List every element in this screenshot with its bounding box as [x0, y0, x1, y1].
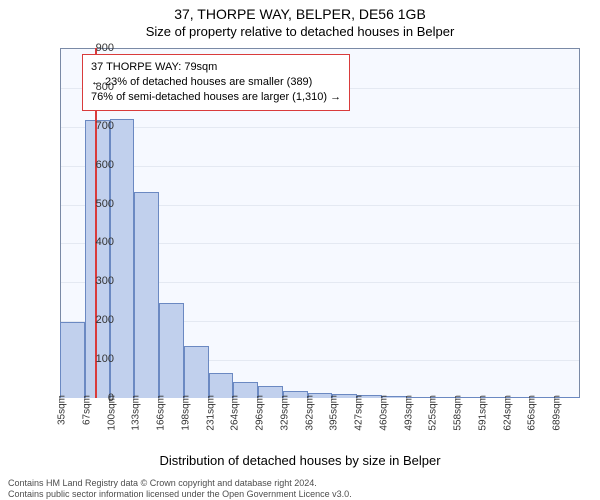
histogram-bar — [159, 303, 184, 398]
y-tick-label: 600 — [64, 159, 114, 171]
x-tick-label: 329sqm — [279, 395, 290, 431]
x-tick-label: 35sqm — [57, 395, 68, 425]
x-tick-label: 689sqm — [552, 395, 563, 431]
x-tick-label: 67sqm — [81, 395, 92, 425]
x-tick-label: 362sqm — [304, 395, 315, 431]
x-axis-label: Distribution of detached houses by size … — [0, 453, 600, 468]
y-tick-label: 700 — [64, 120, 114, 132]
y-tick-label: 500 — [64, 198, 114, 210]
annotation-box: 37 THORPE WAY: 79sqm← 23% of detached ho… — [82, 54, 350, 111]
annotation-line: 76% of semi-detached houses are larger (… — [91, 90, 341, 105]
x-tick-label: 264sqm — [230, 395, 241, 431]
x-tick-label: 198sqm — [180, 395, 191, 431]
x-tick-label: 395sqm — [329, 395, 340, 431]
x-tick-label: 100sqm — [106, 395, 117, 431]
x-tick-label: 656sqm — [527, 395, 538, 431]
y-tick-label: 400 — [64, 236, 114, 248]
histogram-bar — [184, 346, 209, 399]
x-tick-label: 493sqm — [403, 395, 414, 431]
x-tick-label: 525sqm — [428, 395, 439, 431]
x-tick-label: 460sqm — [378, 395, 389, 431]
x-tick-label: 231sqm — [205, 395, 216, 431]
y-tick-label: 200 — [64, 314, 114, 326]
x-tick-label: 296sqm — [255, 395, 266, 431]
y-tick-label: 100 — [64, 353, 114, 365]
y-tick-label: 300 — [64, 275, 114, 287]
x-tick-label: 133sqm — [131, 395, 142, 431]
x-tick-label: 591sqm — [477, 395, 488, 431]
footer-line: Contains HM Land Registry data © Crown c… — [8, 478, 352, 489]
plot-container: 37 THORPE WAY: 79sqm← 23% of detached ho… — [60, 48, 580, 398]
footer-credits: Contains HM Land Registry data © Crown c… — [8, 478, 352, 500]
page-subtitle: Size of property relative to detached ho… — [0, 24, 600, 39]
x-tick-label: 427sqm — [354, 395, 365, 431]
annotation-line: ← 23% of detached houses are smaller (38… — [91, 75, 341, 90]
x-tick-label: 166sqm — [156, 395, 167, 431]
chart-root: 37, THORPE WAY, BELPER, DE56 1GB Size of… — [0, 0, 600, 500]
x-tick-label: 558sqm — [453, 395, 464, 431]
y-tick-label: 800 — [64, 81, 114, 93]
annotation-line: 37 THORPE WAY: 79sqm — [91, 60, 341, 75]
y-tick-label: 900 — [64, 42, 114, 54]
x-tick-label: 624sqm — [502, 395, 513, 431]
footer-line: Contains public sector information licen… — [8, 489, 352, 500]
page-title: 37, THORPE WAY, BELPER, DE56 1GB — [0, 6, 600, 22]
histogram-bar — [134, 192, 159, 398]
